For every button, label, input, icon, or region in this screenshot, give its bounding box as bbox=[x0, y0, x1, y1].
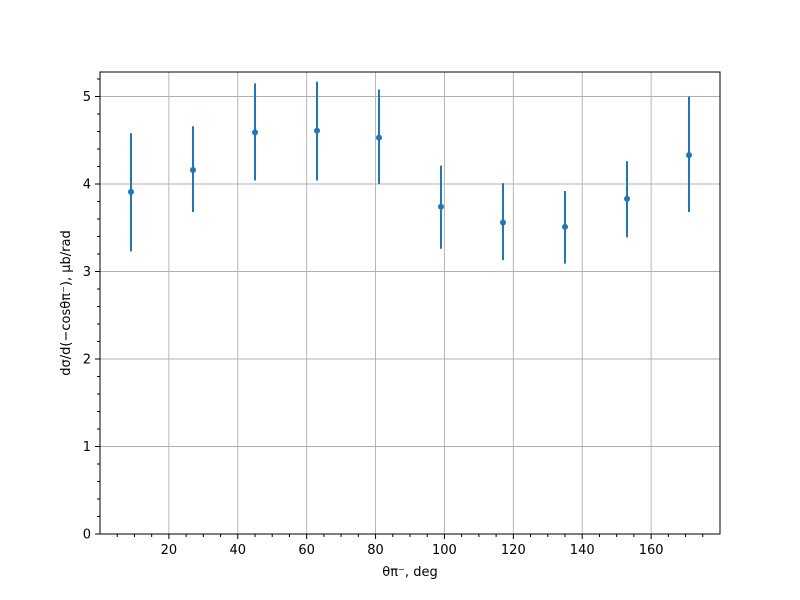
y-tick-label: 5 bbox=[83, 90, 91, 105]
x-tick-label: 80 bbox=[367, 543, 384, 558]
data-point bbox=[128, 188, 134, 195]
data-point bbox=[562, 223, 568, 230]
data-point bbox=[314, 127, 320, 134]
y-tick-label: 3 bbox=[83, 265, 91, 280]
x-axis-label: θπ⁻, deg bbox=[382, 565, 437, 580]
y-axis: 0 1 2 3 4 5 bbox=[83, 78, 100, 543]
y-tick-label: 1 bbox=[83, 440, 91, 455]
x-tick-label: 60 bbox=[298, 543, 315, 558]
x-tick-label: 100 bbox=[432, 543, 457, 558]
x-axis: 20 40 60 80 100 120 140 160 bbox=[116, 534, 704, 558]
x-tick-label: 40 bbox=[230, 543, 247, 558]
data-point bbox=[376, 134, 382, 141]
y-tick-label: 0 bbox=[83, 528, 91, 543]
data-point bbox=[500, 219, 506, 226]
data-point bbox=[438, 203, 444, 210]
data-point bbox=[190, 167, 196, 173]
y-tick-label: 2 bbox=[83, 353, 91, 368]
x-tick-label: 120 bbox=[501, 543, 526, 558]
data-series bbox=[128, 81, 692, 264]
x-tick-label: 20 bbox=[161, 543, 178, 558]
x-tick-label: 140 bbox=[570, 543, 595, 558]
y-tick-label: 4 bbox=[83, 178, 91, 193]
grid bbox=[100, 72, 720, 535]
data-point bbox=[252, 129, 258, 136]
x-tick-label: 160 bbox=[639, 543, 664, 558]
data-point bbox=[624, 195, 630, 202]
y-axis-label: dσ/d(−cosθπ⁻), μb/rad bbox=[59, 230, 74, 375]
data-point bbox=[686, 152, 692, 159]
